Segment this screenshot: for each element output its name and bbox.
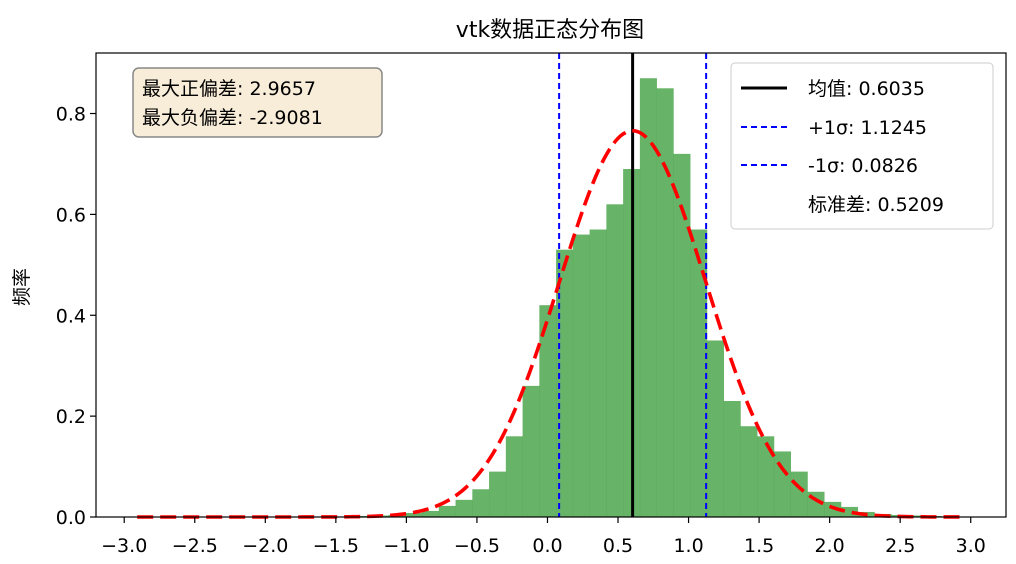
x-tick-label: −1.5 bbox=[313, 535, 359, 557]
histogram-bar bbox=[405, 512, 423, 517]
x-tick-label: −2.0 bbox=[242, 535, 288, 557]
x-tick-label: 2.5 bbox=[885, 535, 915, 557]
stats-line-max-positive: 最大正偏差: 2.9657 bbox=[142, 78, 316, 100]
stats-box-background bbox=[132, 67, 383, 138]
chart-title: vtk数据正态分布图 bbox=[456, 18, 644, 43]
histogram-bar bbox=[757, 436, 775, 517]
histogram-bar bbox=[572, 234, 590, 517]
histogram-bar bbox=[556, 249, 574, 517]
x-tick-label: 3.0 bbox=[956, 535, 986, 557]
x-tick-label: 1.5 bbox=[744, 535, 774, 557]
y-tick-label: 0.4 bbox=[56, 305, 86, 327]
stats-line-max-negative: 最大负偏差: -2.9081 bbox=[142, 107, 323, 129]
y-tick-label: 0.2 bbox=[56, 406, 86, 428]
histogram-bars bbox=[355, 78, 959, 518]
stats-box: 最大正偏差: 2.9657 最大负偏差: -2.9081 bbox=[132, 67, 383, 138]
y-axis-label: 频率 bbox=[11, 268, 33, 306]
legend-label-plus-sigma: +1σ: 1.1245 bbox=[808, 117, 927, 139]
histogram-bar bbox=[438, 505, 456, 517]
x-tick-label: 0.0 bbox=[532, 535, 562, 557]
x-tick-label: 0.5 bbox=[603, 535, 633, 557]
y-tick-label: 0.8 bbox=[56, 104, 86, 126]
histogram-bar bbox=[422, 510, 440, 517]
x-axis: −3.0 −2.5 −2.0 −1.5 −1.0 −0.5 0.0 0.5 1.0 1.5 2.0 2… bbox=[101, 517, 986, 557]
histogram-bar bbox=[505, 436, 523, 517]
histogram-bar bbox=[606, 204, 624, 517]
legend-box bbox=[730, 62, 994, 230]
histogram-bar bbox=[908, 515, 926, 517]
histogram-bar bbox=[773, 451, 792, 517]
x-tick-label: −0.5 bbox=[454, 535, 500, 557]
histogram-bar bbox=[723, 401, 741, 517]
legend-label-mean: 均值: 0.6035 bbox=[808, 78, 925, 100]
histogram-bar bbox=[673, 153, 691, 517]
y-tick-label: 0.0 bbox=[56, 507, 86, 529]
histogram-bar bbox=[706, 340, 724, 517]
histogram-bar bbox=[489, 471, 507, 517]
histogram-bar bbox=[639, 78, 657, 517]
legend: 均值: 0.6035 +1σ: 1.1245 -1σ: 0.0826 标准差: … bbox=[730, 62, 994, 230]
legend-label-std: 标准差: 0.5209 bbox=[808, 194, 944, 216]
histogram-bar bbox=[656, 88, 674, 517]
histogram-bar bbox=[824, 501, 842, 517]
histogram-bar bbox=[790, 471, 808, 517]
histogram-bar bbox=[589, 229, 607, 518]
histogram-bar bbox=[840, 506, 859, 517]
x-tick-label: −2.5 bbox=[172, 535, 218, 557]
y-tick-label: 0.6 bbox=[56, 204, 86, 226]
histogram-bar bbox=[539, 305, 557, 517]
histogram-bar bbox=[740, 426, 758, 517]
legend-label-minus-sigma: -1σ: 0.0826 bbox=[808, 155, 918, 177]
x-tick-label: 2.0 bbox=[815, 535, 845, 557]
y-axis: 0.0 0.2 0.4 0.6 0.8 bbox=[56, 104, 96, 529]
histogram-bar bbox=[690, 229, 708, 518]
plot-frame bbox=[95, 52, 1007, 518]
x-tick-label: −1.0 bbox=[383, 535, 429, 557]
histogram-bar bbox=[472, 489, 490, 517]
histogram-bar bbox=[455, 499, 473, 517]
x-tick-label: 1.0 bbox=[673, 535, 703, 557]
histogram-bar bbox=[522, 385, 540, 517]
x-tick-label: −3.0 bbox=[101, 535, 147, 557]
